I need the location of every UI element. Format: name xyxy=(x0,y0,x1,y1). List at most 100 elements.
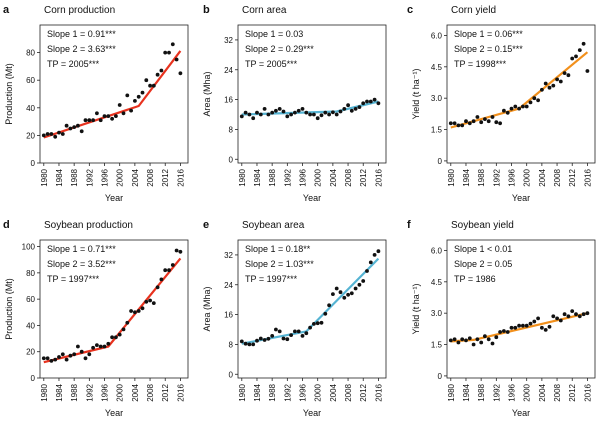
stat-annotation: TP = 1997*** xyxy=(47,274,100,284)
data-point xyxy=(60,352,65,357)
x-tick-label: 1992 xyxy=(283,383,292,401)
data-point xyxy=(140,90,145,95)
data-point xyxy=(148,298,153,303)
y-tick-label: 8 xyxy=(229,340,234,349)
data-point xyxy=(494,335,499,340)
x-tick-label: 1996 xyxy=(299,383,308,401)
data-point xyxy=(98,344,103,349)
y-tick-label: 8 xyxy=(229,125,234,134)
data-point xyxy=(562,71,567,75)
panel-d: d Soybean production 0 20 40 60 80 100 1980 1984 1… xyxy=(3,219,189,418)
data-point xyxy=(151,301,156,305)
x-axis-label: Year xyxy=(512,408,530,418)
data-point xyxy=(327,303,331,308)
data-point xyxy=(304,331,309,336)
stat-annotation: Slope 2 = 3.63*** xyxy=(47,44,116,54)
data-point xyxy=(334,112,339,117)
x-tick-label: 2000 xyxy=(116,168,125,186)
data-point xyxy=(121,327,126,332)
data-point xyxy=(334,286,339,291)
data-point xyxy=(277,107,282,111)
data-point xyxy=(178,71,183,76)
data-point xyxy=(148,83,153,88)
data-point xyxy=(266,336,271,341)
y-axis-label: Yield (t ha⁻¹) xyxy=(411,284,421,335)
x-tick-label: 1988 xyxy=(477,168,486,186)
data-point xyxy=(490,115,495,119)
data-point xyxy=(296,329,301,334)
y-tick-label: 20 xyxy=(26,348,35,357)
y-tick-label: 80 xyxy=(26,269,35,278)
data-point xyxy=(136,94,141,99)
data-point xyxy=(87,118,92,123)
data-point xyxy=(293,329,297,334)
panel-e: e Soybean area 0 8 16 24 32 1980 1984 1988 1992 199… xyxy=(202,219,387,418)
x-tick-label: 2008 xyxy=(146,383,155,401)
data-point xyxy=(243,341,248,346)
stat-annotation: Slope 1 = 0.71*** xyxy=(47,244,116,254)
data-point xyxy=(117,332,122,337)
y-tick-label: 3.0 xyxy=(431,94,443,103)
y-tick-label: 0 xyxy=(438,157,443,166)
data-point xyxy=(304,110,309,115)
data-point xyxy=(174,248,179,253)
data-point xyxy=(247,112,252,117)
data-point xyxy=(95,111,99,116)
data-point xyxy=(547,324,552,329)
data-point xyxy=(125,320,130,325)
data-point xyxy=(372,253,377,257)
x-tick-label: 1996 xyxy=(299,168,308,186)
data-point xyxy=(509,325,514,330)
x-tick-label: 2000 xyxy=(523,383,532,401)
data-point xyxy=(464,119,468,124)
data-point xyxy=(528,321,533,326)
data-point xyxy=(357,105,362,109)
data-point xyxy=(528,100,533,105)
panel-b: b Corn area 0 8 16 24 32 1980 1984 1988 1992 1996 20… xyxy=(202,4,387,203)
x-tick-label: 2016 xyxy=(374,383,383,401)
data-point xyxy=(258,336,263,341)
data-point xyxy=(289,112,293,117)
data-point xyxy=(72,352,77,357)
data-point xyxy=(277,329,282,334)
data-point xyxy=(353,107,358,111)
data-point xyxy=(53,357,58,362)
data-point xyxy=(102,344,107,349)
data-point xyxy=(159,277,164,282)
data-point xyxy=(274,327,278,332)
chart-title: Corn yield xyxy=(451,5,496,16)
data-point xyxy=(163,268,168,273)
data-point xyxy=(475,115,480,119)
data-point xyxy=(251,116,256,121)
data-point xyxy=(281,109,286,114)
data-point xyxy=(517,323,521,328)
x-tick-label: 2008 xyxy=(553,383,562,401)
chart-title: Soybean production xyxy=(44,220,133,231)
data-point xyxy=(57,130,61,135)
data-point xyxy=(49,359,54,363)
data-point xyxy=(513,104,518,109)
stat-annotation: Slope 1 = 0.91*** xyxy=(47,29,116,39)
data-point xyxy=(365,99,369,104)
data-point xyxy=(448,338,453,343)
x-axis-label: Year xyxy=(303,193,321,203)
y-tick-label: 4.5 xyxy=(431,63,443,72)
x-axis-label: Year xyxy=(512,193,530,203)
data-point xyxy=(467,336,472,341)
data-point xyxy=(91,345,95,350)
y-tick-label: 0 xyxy=(438,372,443,381)
chart-title: Corn area xyxy=(242,5,287,16)
data-point xyxy=(133,310,137,315)
data-point xyxy=(577,314,582,319)
data-point xyxy=(536,98,540,103)
y-tick-label: 4.5 xyxy=(431,278,443,287)
data-point xyxy=(456,123,461,128)
data-point xyxy=(239,114,244,119)
x-tick-label: 1996 xyxy=(508,383,517,401)
x-axis-label: Year xyxy=(303,408,321,418)
data-point xyxy=(574,312,578,317)
x-tick-label: 2008 xyxy=(553,168,562,186)
x-tick-label: 1988 xyxy=(268,383,277,401)
data-point xyxy=(163,50,168,55)
data-point xyxy=(133,99,137,103)
